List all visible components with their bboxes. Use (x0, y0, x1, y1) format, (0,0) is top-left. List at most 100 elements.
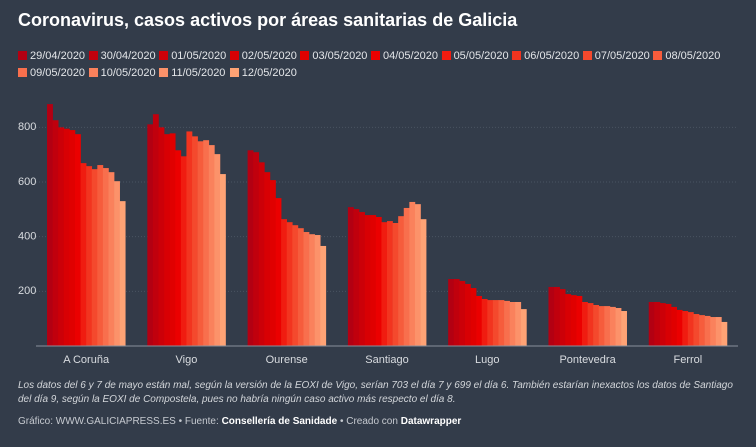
bar (392, 223, 399, 346)
bar (699, 315, 705, 346)
legend-item: 03/05/2020 (300, 47, 371, 64)
legend-swatch (88, 68, 98, 77)
legend-label: 06/05/2020 (524, 49, 580, 62)
legend-label: 02/05/2020 (241, 49, 297, 62)
bar (481, 298, 488, 346)
bar (108, 172, 115, 346)
credit-text: • Creado con (339, 416, 398, 427)
bar (598, 306, 605, 346)
legend-item: 12/05/2020 (229, 64, 301, 81)
legend-label: 10/05/2020 (100, 66, 156, 79)
bar (576, 295, 583, 346)
bar (671, 306, 677, 346)
bar (69, 130, 76, 346)
legend-swatch (370, 51, 380, 60)
bar (721, 321, 728, 346)
bar (648, 301, 655, 346)
legend-swatch (18, 68, 27, 77)
legend-swatch (582, 51, 592, 60)
bar (275, 198, 282, 346)
bar (152, 114, 159, 346)
bar (297, 228, 304, 346)
bar (470, 288, 477, 346)
bar (570, 295, 577, 346)
legend-item: 02/05/2020 (229, 47, 301, 64)
bar (269, 180, 276, 346)
legend-label: 08/05/2020 (665, 49, 721, 62)
legend-label: 05/05/2020 (453, 49, 509, 62)
chart-title: Coronavirus, casos activos por áreas san… (18, 10, 518, 30)
legend-item: 09/05/2020 (18, 64, 89, 81)
bar (715, 317, 722, 346)
x-tick-label: Vigo (176, 354, 198, 366)
legend-label: 01/05/2020 (171, 49, 227, 62)
bar (414, 204, 421, 346)
bar (169, 133, 176, 346)
bar (615, 308, 622, 346)
x-tick-label: A Coruña (63, 354, 110, 366)
bar (587, 303, 594, 346)
tool: Datawrapper (400, 416, 462, 427)
legend: 29/04/2020 30/04/2020 01/05/2020 02/05/2020… (18, 47, 748, 81)
bar (515, 301, 522, 346)
bar (498, 300, 505, 346)
bar (659, 303, 666, 346)
bar (80, 163, 87, 346)
bar (309, 234, 315, 346)
legend-item: 04/05/2020 (370, 47, 442, 64)
legend-swatch (18, 51, 27, 60)
legend-item: 10/05/2020 (88, 64, 160, 81)
bar (102, 168, 109, 346)
bar (147, 124, 154, 347)
bar (704, 315, 711, 346)
bar (604, 306, 611, 346)
legend-swatch (159, 68, 169, 77)
bar (219, 174, 226, 346)
legend-label: 12/05/2020 (241, 66, 297, 79)
bar (186, 131, 193, 346)
legend-label: 11/05/2020 (171, 66, 226, 79)
legend-label: 30/04/2020 (100, 49, 156, 62)
legend-item: 29/04/2020 (18, 47, 89, 64)
credits: Gráfico: WWW.GALICIAPRESS.ES • Fuente: C… (18, 416, 461, 427)
bar (58, 127, 65, 346)
bar (86, 166, 93, 346)
bar (247, 150, 254, 346)
legend-swatch (229, 51, 239, 60)
bar (303, 232, 310, 346)
bar (208, 145, 215, 346)
x-tick-label: Ourense (266, 354, 308, 366)
legend-swatch (512, 51, 522, 60)
legend-swatch (88, 51, 98, 60)
bar (364, 215, 371, 346)
legend-label: 03/05/2020 (312, 49, 368, 62)
bar (609, 306, 616, 346)
y-tick-label: 600 (18, 176, 36, 188)
bar (314, 235, 321, 346)
bar (398, 216, 405, 346)
x-tick-label: Lugo (475, 354, 499, 366)
bar (459, 280, 466, 346)
bar (63, 128, 70, 346)
bar (97, 165, 104, 346)
bar (192, 136, 198, 346)
bar (504, 300, 510, 346)
bar (320, 245, 327, 346)
bar (74, 134, 81, 346)
legend-label: 09/05/2020 (30, 66, 86, 79)
bar (292, 225, 299, 346)
bar (509, 301, 516, 346)
bar (565, 294, 572, 346)
bar (359, 212, 365, 346)
legend-item: 11/05/2020 (159, 64, 230, 81)
bar (387, 221, 393, 346)
x-tick-label: Santiago (365, 354, 408, 366)
bar (158, 127, 165, 346)
bar (119, 201, 126, 346)
bar (403, 207, 410, 346)
legend-item: 06/05/2020 (512, 47, 583, 64)
legend-swatch (300, 51, 310, 60)
source: Consellería de Sanidade (221, 416, 338, 427)
